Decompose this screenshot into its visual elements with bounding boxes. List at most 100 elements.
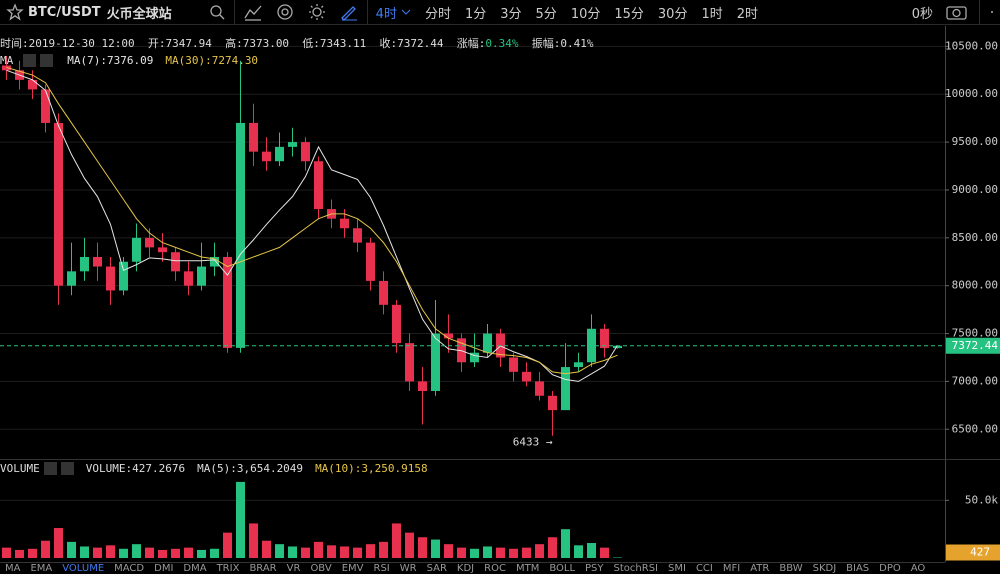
indicator-tab[interactable]: BRAR: [249, 563, 277, 574]
interval[interactable]: 5分: [535, 6, 557, 22]
indicator-close[interactable]: [60, 462, 74, 475]
candle-body: [561, 367, 570, 411]
candle-body: [210, 256, 219, 267]
candle-body: [80, 256, 89, 272]
indicator-tab[interactable]: VOLUME: [62, 563, 105, 574]
volume-bar: [223, 532, 232, 558]
screenshot-icon[interactable]: [945, 3, 969, 21]
indicator-tab[interactable]: EMV: [341, 563, 364, 574]
candle-body: [223, 256, 232, 348]
toolbar: BTC/USDT 火币全球站 4时 分时 1分 3分 5分 10分 15分 30分 1时 2时 …: [0, 0, 1000, 25]
candle-body: [171, 252, 180, 272]
low-annotation: 6433 →: [513, 436, 553, 449]
candle-body: [288, 142, 297, 147]
draw-icon[interactable]: [339, 3, 359, 21]
indicator-tab[interactable]: BOLL: [549, 563, 576, 574]
indicator-tab[interactable]: CCI: [695, 563, 713, 574]
volume-bar: [28, 548, 37, 558]
volume-bar: [379, 541, 388, 558]
volume-bar: [353, 547, 362, 558]
candle-body: [262, 151, 271, 162]
info-high: 高:7373.00: [225, 37, 290, 50]
indicator-tab[interactable]: DPO: [879, 563, 901, 574]
volume-bar: [392, 523, 401, 558]
indicator-tab[interactable]: MA: [5, 563, 21, 574]
volume-bar: [470, 548, 479, 558]
indicator-tab[interactable]: SKDJ: [812, 563, 837, 574]
volume-bar: [574, 545, 583, 558]
candle-body: [340, 218, 349, 229]
indicator-tab[interactable]: AO: [910, 563, 926, 574]
indicator-tab[interactable]: BIAS: [846, 563, 870, 574]
star-icon[interactable]: [6, 3, 24, 21]
volume-bar: [67, 541, 76, 558]
indicator-icon[interactable]: [243, 3, 263, 21]
dropdown-icon[interactable]: [401, 7, 411, 17]
volume-bar: [587, 543, 596, 558]
volume-bar: [236, 481, 245, 558]
indicator-close[interactable]: [40, 54, 54, 67]
settings-icon[interactable]: [275, 3, 295, 21]
candle-body: [613, 345, 622, 349]
indicator-tab[interactable]: EMA: [30, 563, 53, 574]
interval[interactable]: 分时: [424, 6, 451, 22]
indicator-tab[interactable]: DMI: [154, 563, 174, 574]
legend-entry: MA(7):7376.09: [67, 54, 154, 67]
volume-bar: [301, 547, 310, 558]
indicator-tab[interactable]: VR: [286, 563, 301, 574]
indicator-tab[interactable]: MTM: [515, 563, 540, 574]
interval-selected[interactable]: 4时: [375, 6, 397, 22]
volume-bar: [106, 545, 115, 558]
indicator-tab[interactable]: PSY: [585, 563, 604, 574]
candle-body: [392, 304, 401, 344]
indicator-settings[interactable]: [23, 54, 37, 67]
volume-tag-label: 427: [970, 546, 990, 559]
indicator-tab[interactable]: SAR: [426, 563, 447, 574]
interval[interactable]: 15分: [614, 6, 644, 22]
indicator-tab[interactable]: SMI: [668, 563, 686, 574]
candle-body: [275, 146, 284, 162]
search-icon[interactable]: [208, 3, 226, 21]
indicator-tab[interactable]: TRIX: [216, 563, 240, 574]
interval[interactable]: 2时: [736, 6, 759, 22]
ma-line: [6, 66, 618, 375]
interval[interactable]: 3分: [500, 6, 522, 22]
volume-bar: [340, 546, 349, 558]
candle-body: [431, 333, 440, 391]
indicator-settings[interactable]: [43, 462, 57, 475]
volume-bar: [184, 547, 193, 558]
volume-bar: [561, 529, 570, 558]
theme-icon[interactable]: [307, 3, 327, 21]
indicator-tab[interactable]: KDJ: [456, 563, 475, 574]
volume-bar: [314, 541, 323, 558]
indicator-tab[interactable]: MFI: [722, 563, 741, 574]
interval[interactable]: 30分: [657, 6, 688, 22]
indicator-tab[interactable]: RSI: [373, 563, 390, 574]
indicator-tab[interactable]: BBW: [779, 563, 803, 574]
info-change-label: 涨幅:: [456, 37, 486, 50]
candle-body: [158, 247, 167, 253]
interval[interactable]: 1时: [701, 6, 723, 22]
volume-bar: [535, 544, 544, 558]
candle-body: [405, 343, 414, 382]
indicator-tab[interactable]: WR: [399, 563, 417, 574]
more-icon[interactable]: [984, 3, 1000, 21]
y-tick-label: 9500.00: [952, 135, 998, 148]
indicator-tab[interactable]: ATR: [750, 563, 770, 574]
indicator-tab[interactable]: DMA: [183, 563, 207, 574]
y-tick-label: 7000.00: [952, 374, 998, 387]
indicator-tab[interactable]: StochRSI: [613, 563, 658, 574]
indicator-tab[interactable]: MACD: [114, 563, 145, 574]
symbol[interactable]: BTC/USDT: [28, 4, 101, 20]
volume-bar: [405, 532, 414, 558]
indicator-tab[interactable]: ROC: [484, 563, 506, 574]
candle-body: [28, 79, 37, 90]
interval[interactable]: 10分: [570, 6, 601, 22]
indicator-tab[interactable]: OBV: [310, 563, 332, 574]
separator: [366, 0, 368, 25]
interval[interactable]: 1分: [464, 6, 487, 22]
volume-bar: [171, 548, 180, 558]
ma-line: [6, 69, 618, 382]
